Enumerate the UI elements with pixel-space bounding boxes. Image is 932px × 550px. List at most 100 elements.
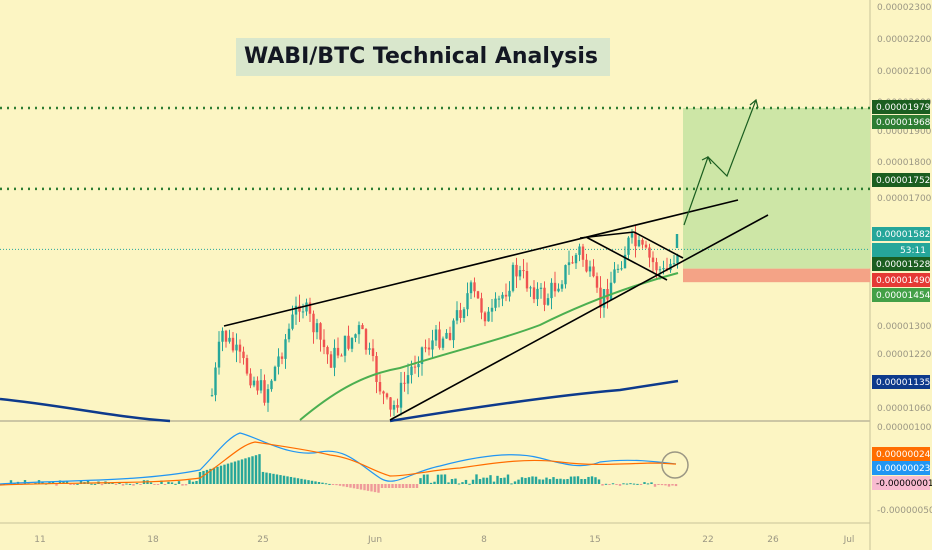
macd-bar (513, 481, 517, 484)
macd-bar (209, 468, 212, 484)
candle-body (273, 366, 277, 381)
price-tag-label: 0.00001490 (876, 276, 931, 286)
macd-bar (76, 483, 79, 485)
candle-body (543, 287, 546, 305)
macd-bar (156, 484, 160, 485)
macd-bar (398, 484, 401, 488)
macd-bar (254, 455, 258, 484)
macd-bar (251, 456, 254, 484)
candle-body (361, 325, 364, 330)
macd-bar (132, 484, 135, 486)
candle-body (231, 337, 235, 351)
candle-body (378, 382, 382, 392)
candle-body (651, 257, 655, 263)
macd-bar (625, 483, 629, 485)
macd-bar (534, 476, 538, 484)
macd-bar (408, 484, 412, 488)
macd-bar (188, 480, 191, 484)
price-tick-label: 0.00001300 (877, 322, 932, 332)
candle-body (389, 397, 392, 410)
time-tick-label: 11 (34, 535, 45, 545)
macd-bar (660, 484, 664, 486)
macd-bar (300, 478, 303, 484)
flag-top-trendline (579, 231, 635, 239)
time-tick-label: 18 (147, 535, 159, 545)
macd-bar (128, 483, 132, 485)
candle-body (340, 355, 343, 357)
macd-bar (562, 479, 566, 484)
macd-bar (384, 484, 387, 488)
macd-bar (419, 478, 422, 484)
price-tag-label: 0.00001968 (876, 118, 931, 128)
candle-body (280, 356, 284, 359)
macd-bar (443, 474, 447, 484)
candle-body (658, 269, 662, 271)
candle-body (494, 298, 497, 308)
macd-bar (191, 481, 195, 484)
candle-body (623, 254, 627, 269)
price-tick-label: 0.00001700 (877, 194, 932, 204)
price-tag-label: 0.00001582 (876, 230, 930, 240)
macd-bar (667, 484, 671, 487)
candle-body (564, 265, 567, 285)
candle-body (641, 239, 644, 245)
candle-body (644, 244, 648, 248)
candle-body (249, 373, 252, 386)
macd-bar (121, 484, 125, 486)
candle-body (270, 380, 273, 390)
macd-bar (475, 474, 478, 484)
price-tag-label: 0.00001752 (876, 176, 930, 186)
candle-body (578, 246, 581, 255)
candle-body (294, 305, 298, 315)
candle-body (620, 268, 623, 270)
candle-body (333, 347, 336, 368)
macd-bar (93, 483, 97, 485)
price-tag-label: 53:11 (900, 246, 926, 256)
macd-bar (576, 476, 580, 484)
candle-body (476, 291, 480, 299)
macd-bar (296, 478, 300, 484)
candle-body (616, 268, 620, 270)
macd-bar (23, 480, 27, 484)
macd-bar (527, 477, 531, 484)
candle-body (595, 276, 599, 288)
indicator-tick-label: -0.00000050 (877, 506, 932, 516)
candle-body (634, 232, 637, 247)
price-tag-label: 0.00001979 (876, 103, 931, 113)
candle-body (508, 290, 511, 297)
macd-bar (552, 477, 555, 484)
candle-body (420, 347, 424, 365)
macd-bar (566, 479, 569, 484)
macd-bar (380, 484, 384, 488)
candle-body (676, 255, 679, 264)
macd-bar (233, 461, 237, 484)
candle-body (518, 270, 522, 277)
candle-body (553, 282, 557, 292)
macd-bar (163, 484, 167, 485)
macd-bar (135, 483, 139, 485)
macd-bar (489, 475, 492, 484)
candle-body (455, 310, 459, 321)
macd-bar (632, 483, 636, 485)
candle-body (228, 337, 231, 342)
candle-body (371, 348, 375, 357)
macd-bar (569, 476, 573, 484)
macd-bar (65, 480, 69, 484)
macd-bar (506, 474, 510, 484)
candle-body (252, 380, 256, 386)
candle-body (480, 298, 483, 313)
macd-bar (230, 462, 233, 484)
candle-body (235, 344, 238, 351)
candle-body (627, 237, 630, 255)
macd-bar (541, 479, 545, 484)
macd-bar (391, 484, 394, 488)
candle-body (672, 263, 676, 265)
candle-body (469, 282, 473, 294)
candle-body (462, 309, 466, 318)
candle-body (606, 289, 609, 300)
macd-bar (415, 484, 419, 488)
time-tick-label: 8 (481, 535, 487, 545)
candle-body (396, 405, 399, 408)
